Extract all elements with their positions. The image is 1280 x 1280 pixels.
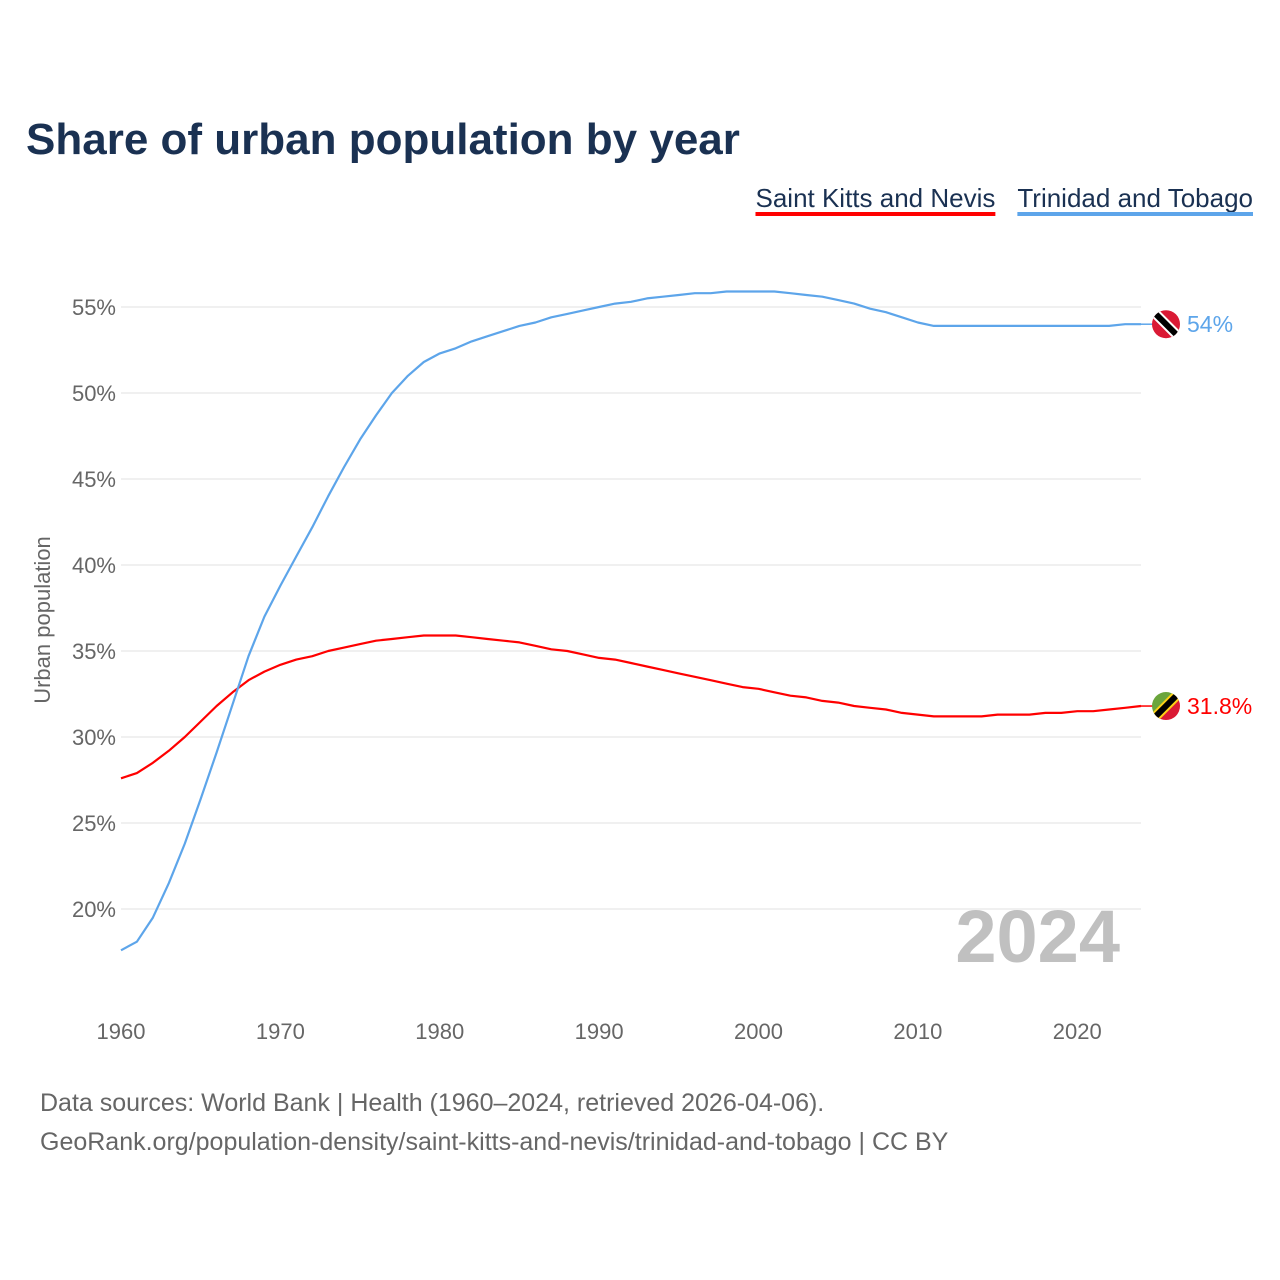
legend-item-label[interactable]: Trinidad and Tobago [1017, 183, 1253, 213]
gridlines [121, 306, 1141, 910]
flag-body [1152, 310, 1180, 339]
y-axis-title: Urban population [30, 536, 55, 704]
y-tick-label: 20% [72, 897, 116, 922]
x-tick-label: 1960 [97, 1019, 146, 1044]
series-lines [120, 290, 1142, 952]
series-line-saint-kitts-and-nevis [120, 634, 1142, 780]
flag-body [1152, 692, 1180, 721]
y-tick-label: 50% [72, 381, 116, 406]
legend: Trinidad and Tobago Saint Kitts and Nevis [755, 183, 1253, 216]
y-tick-label: 30% [72, 725, 116, 750]
flag-black-stripe [1152, 692, 1180, 721]
saint-kitts-and-nevis-flag-icon [1152, 692, 1180, 721]
legend-item-underline [755, 212, 996, 216]
end-value-label: 31.8% [1187, 693, 1252, 719]
y-axis-ticks: 20% 25% 30% 35% 40% 45% 50% 55% [72, 295, 116, 922]
x-tick-label: 2020 [1053, 1019, 1102, 1044]
flag-black-stripe [1152, 310, 1180, 339]
x-tick-label: 1980 [415, 1019, 464, 1044]
x-tick-label: 2010 [893, 1019, 942, 1044]
x-tick-label: 1970 [256, 1019, 305, 1044]
trinidad-and-tobago-flag-icon [1152, 310, 1180, 339]
footer-credit[interactable]: GeoRank.org/population-density/saint-kit… [40, 1128, 949, 1156]
legend-item-label[interactable]: Saint Kitts and Nevis [755, 183, 995, 213]
legend-item-underline [1017, 212, 1253, 216]
series-line-trinidad-and-tobago [120, 290, 1141, 952]
x-tick-label: 1990 [575, 1019, 624, 1044]
y-tick-label: 45% [72, 467, 116, 492]
x-tick-label: 2000 [734, 1019, 783, 1044]
footer-sources: Data sources: World Bank | Health (1960–… [40, 1089, 824, 1117]
x-axis-ticks: 1960 1970 1980 1990 2000 2010 2020 [97, 1019, 1102, 1044]
y-tick-label: 55% [72, 295, 116, 320]
y-tick-label: 35% [72, 639, 116, 664]
end-value-label: 54% [1187, 311, 1233, 337]
y-tick-label: 25% [72, 811, 116, 836]
y-tick-label: 40% [72, 553, 116, 578]
series-end-markers: 31.8% 54% [1141, 310, 1252, 721]
year-watermark: 2024 [955, 895, 1120, 978]
chart-title: Share of urban population by year [26, 115, 740, 164]
